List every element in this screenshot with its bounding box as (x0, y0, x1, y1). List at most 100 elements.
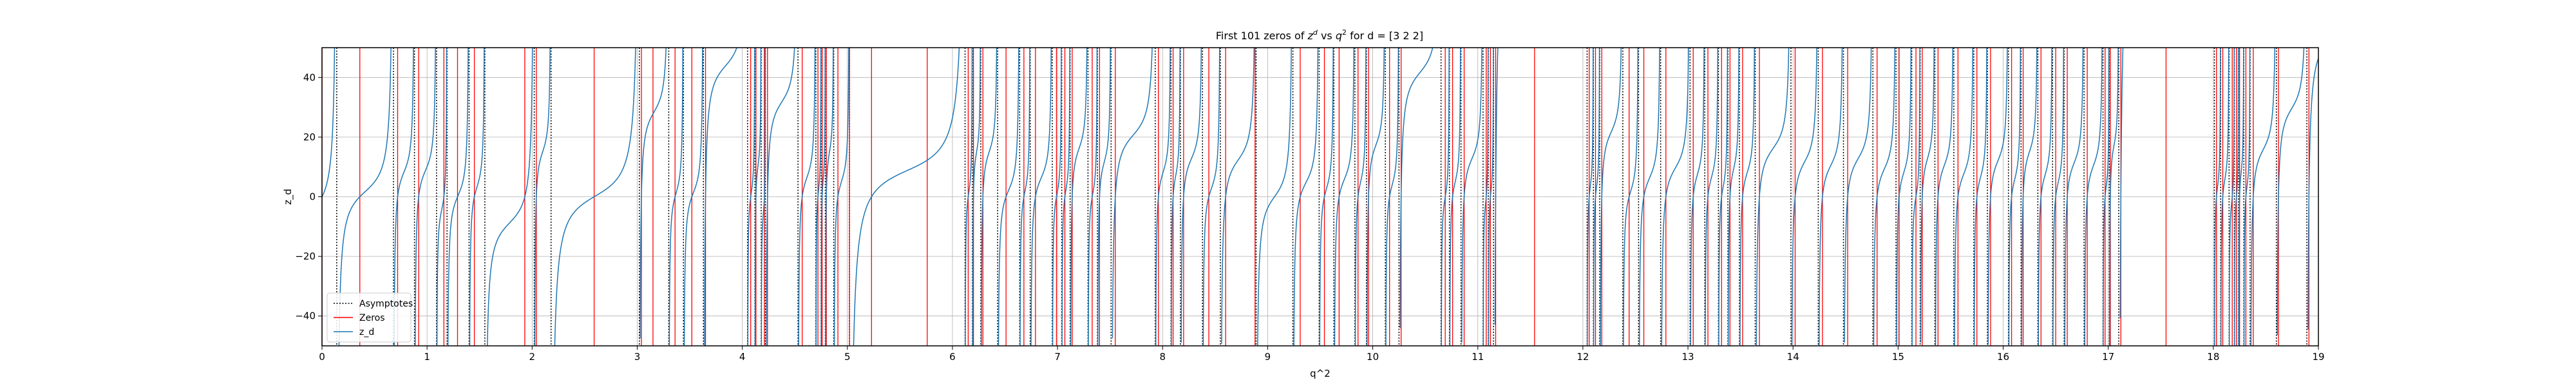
z-d-curve-branch (2214, 48, 2221, 346)
z-d-curve-branch (1319, 48, 1334, 346)
z-d-curve-branch (1587, 48, 1594, 346)
z-d-curve-branch (1354, 48, 1367, 346)
z-d-curve-branch (2238, 48, 2244, 346)
x-tick-label: 2 (529, 351, 536, 363)
z-d-curve-branch (1911, 48, 1920, 346)
z-d-curve-branch (761, 48, 766, 346)
z-d-curve-branch (393, 48, 414, 346)
z-d-curve-branch (1987, 48, 2008, 345)
y-axis-label: z_d (282, 189, 294, 205)
x-tick-label: 8 (1159, 351, 1166, 363)
z-d-curve-branch (2233, 48, 2239, 346)
y-tick-label: 40 (303, 71, 316, 83)
y-tick-label: 20 (303, 131, 316, 143)
z-d-curve-branch (1661, 48, 1689, 346)
x-tick-label: 15 (1892, 351, 1904, 363)
z-d-curve-branch (815, 48, 822, 346)
z-d-curve-branch (1171, 48, 1181, 346)
z-d-curve-branch (1097, 48, 1111, 346)
x-tick-label: 12 (1577, 351, 1589, 363)
x-tick-label: 0 (319, 351, 325, 363)
z-d-curve-branch (981, 48, 998, 346)
z-d-curve-branch (998, 48, 1019, 346)
z-d-curve-branch (534, 48, 551, 346)
z-d-curve-branch (1257, 48, 1292, 346)
z-d-curve-branch (487, 48, 533, 346)
z-d-curve-branch (2277, 48, 2305, 336)
z-d-curve-branch (1935, 48, 1954, 346)
z-d-curve-branch (1600, 48, 1622, 346)
x-tick-label: 3 (634, 351, 641, 363)
y-tick-label: −20 (295, 251, 316, 262)
x-axis-ticks: 0 1 2 3 4 5 6 7 8 9 10 11 12 13 14 15 16 17 18 19 (319, 346, 2325, 363)
z-d-curve-branch (972, 48, 981, 346)
z-d-curve-branch (1818, 48, 1843, 346)
z-d-curve-branch (1954, 48, 1974, 346)
z-d-curve-branch (825, 48, 834, 346)
z-d-curve-branch (1494, 48, 1499, 325)
z-d-curve-branch (1756, 48, 1790, 346)
y-tick-label: 0 (309, 191, 316, 203)
z-d-curve-branch (469, 48, 485, 346)
z-d-curve-branch (1019, 48, 1030, 346)
z-d-curve-branch (1155, 48, 1171, 346)
z-d-curve-branch (683, 48, 703, 346)
x-tick-label: 10 (1367, 351, 1379, 363)
z-d-curve-branch (2221, 48, 2230, 346)
legend: Asymptotes Zeros z_d (327, 292, 413, 343)
z-d-curve-branch (2021, 48, 2038, 346)
x-tick-label: 9 (1265, 351, 1271, 363)
z-d-curve-branch (1441, 48, 1450, 346)
z-d-curve-branch (820, 48, 826, 346)
z-d-curve-branch (1366, 48, 1385, 346)
z-d-curve-branch (447, 48, 469, 346)
z-d-curve (322, 48, 2318, 346)
z-d-curve-branch (1385, 48, 1399, 346)
z-d-curve-branch (1623, 48, 1639, 346)
z-d-curve-branch (1488, 48, 1494, 346)
z-d-curve-branch (554, 48, 636, 346)
z-d-curve-branch (2109, 48, 2119, 346)
x-tick-label: 5 (844, 351, 851, 363)
z-d-curve-branch (1593, 48, 1600, 346)
z-d-curve-branch (2307, 58, 2318, 330)
z-d-curve-branch (1221, 48, 1255, 344)
x-tick-label: 19 (2312, 351, 2324, 363)
z-d-curve-branch (2250, 48, 2276, 346)
x-tick-label: 13 (1682, 351, 1694, 363)
x-tick-label: 17 (2102, 351, 2114, 363)
z-d-curve-branch (436, 48, 448, 346)
legend-label: Asymptotes (359, 299, 413, 309)
z-d-curve-branch (1399, 48, 1434, 328)
x-tick-label: 18 (2207, 351, 2219, 363)
z-d-curve-branch (1739, 48, 1756, 346)
z-d-curve-branch (2103, 48, 2110, 346)
x-tick-label: 1 (424, 351, 430, 363)
z-d-curve-branch (1202, 48, 1220, 346)
z-d-curve-branch (1180, 48, 1202, 343)
z-d-curve-branch (2084, 48, 2103, 346)
z-d-curve-branch (1052, 48, 1062, 346)
z-d-curve-branch (2119, 48, 2124, 319)
z-d-curve-branch (766, 48, 795, 346)
z-d-curve-branch (1844, 48, 1872, 343)
y-tick-label: −40 (295, 310, 316, 322)
z-d-curve-branch (1973, 48, 1987, 345)
z-d-curve-branch (1638, 48, 1660, 346)
chart-title: First 101 zeros of zd vs q2 for d = [3 2… (1216, 28, 1423, 42)
z-d-curve-branch (704, 48, 737, 346)
z-d-curve-branch (415, 48, 436, 346)
z-d-curve-branch (1791, 48, 1817, 346)
y-axis-ticks: −40 −20 0 20 40 (295, 71, 322, 322)
z-d-curve-branch (1873, 48, 1896, 346)
z-d-curve-branch (338, 48, 392, 346)
z-d-curve-branch (1920, 48, 1935, 343)
z-d-curve-branch (1088, 48, 1098, 346)
z-d-curve-branch (747, 48, 755, 346)
z-d-curve-branch (1334, 48, 1355, 346)
z-d-curve-branch (2243, 48, 2251, 346)
z-d-curve-branch (2228, 48, 2235, 346)
z-d-curve-branch (1070, 48, 1088, 346)
